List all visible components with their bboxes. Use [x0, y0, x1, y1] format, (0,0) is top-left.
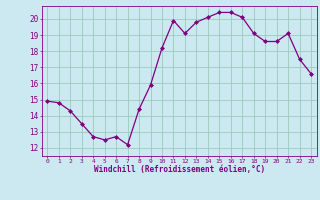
X-axis label: Windchill (Refroidissement éolien,°C): Windchill (Refroidissement éolien,°C)	[94, 165, 265, 174]
